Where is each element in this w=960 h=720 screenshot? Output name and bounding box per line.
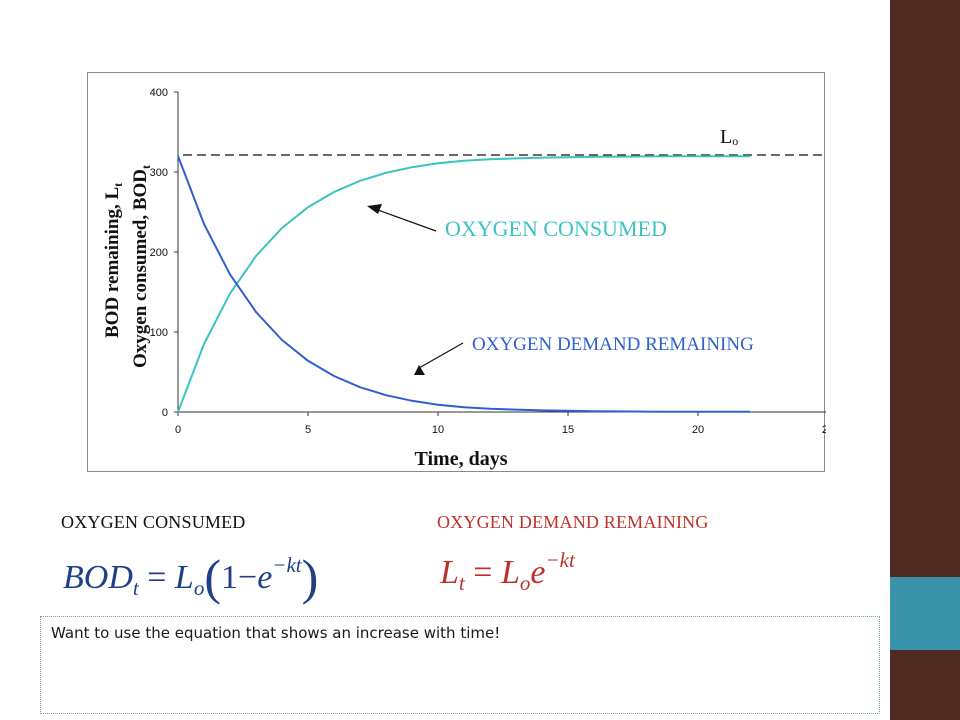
y-tick-label: 300 xyxy=(150,167,168,179)
y-tick-label: 0 xyxy=(162,407,168,419)
arrow-consumed-head xyxy=(367,204,382,214)
lt-eq-L: L xyxy=(500,554,520,591)
chart-ticks: 0 5 10 15 20 25 0 100 200 300 400 xyxy=(150,87,826,436)
bod-equation: BODt = Lo(1−e−kt) xyxy=(63,548,318,606)
lt-eq-exponent: −kt xyxy=(545,548,575,572)
bod-eq-open-paren: ( xyxy=(204,549,221,605)
bod-eq-e: e xyxy=(257,559,273,596)
lt-eq-lhs-sub: t xyxy=(458,571,465,595)
lo-label-main: L xyxy=(720,126,732,148)
x-tick-label: 25 xyxy=(822,424,826,436)
oxygen-demand-remaining-line xyxy=(177,155,750,413)
oxygen-consumed-line xyxy=(177,155,750,413)
x-tick-label: 20 xyxy=(692,424,704,436)
y-axis-label-1-main: BOD remaining, L xyxy=(102,187,123,338)
bod-chart: 0 5 10 15 20 25 0 100 200 300 400 Lo OXYGEN CONSUM… xyxy=(102,87,826,470)
y-tick-label: 200 xyxy=(150,247,168,259)
y-tick-label: 100 xyxy=(150,327,168,339)
arrow-consumed-shaft xyxy=(377,209,437,232)
arrow-remaining-shaft xyxy=(418,342,464,369)
arrow-remaining-head xyxy=(414,365,425,375)
lo-label-sub: o xyxy=(732,134,738,148)
bod-eq-close-paren: ) xyxy=(301,549,319,605)
x-tick-label: 5 xyxy=(305,424,311,436)
note-text: Want to use the equation that shows an i… xyxy=(51,624,501,642)
chart-frame: 0 5 10 15 20 25 0 100 200 300 400 Lo OXYGEN CONSUM… xyxy=(87,72,826,472)
note-text-box[interactable]: Want to use the equation that shows an i… xyxy=(40,616,880,714)
x-tick-label: 10 xyxy=(432,424,444,436)
y-tick-label: 400 xyxy=(150,87,168,99)
oxygen-consumed-heading: OXYGEN CONSUMED xyxy=(61,512,246,532)
oxygen-demand-remaining-heading: OXYGEN DEMAND REMAINING xyxy=(437,512,709,532)
bod-eq-L: L xyxy=(174,559,194,596)
lt-eq-L-sub: o xyxy=(519,571,531,595)
annotation-oxygen-consumed: OXYGEN CONSUMED xyxy=(445,216,667,241)
x-tick-label: 15 xyxy=(562,424,574,436)
lt-eq-equals: = xyxy=(473,554,493,591)
lt-equation: Lt = Loe−kt xyxy=(440,548,575,596)
y-axis-label-oxygen-consumed: Oxygen consumed, BODt xyxy=(130,165,153,368)
right-sidebar-accent xyxy=(890,577,960,650)
x-axis-label: Time, days xyxy=(415,448,508,470)
y-axis-label-2-sub: t xyxy=(139,165,153,169)
bod-eq-lhs: BOD xyxy=(63,559,133,596)
annotation-oxygen-demand-remaining: OXYGEN DEMAND REMAINING xyxy=(472,334,754,355)
lo-label: Lo xyxy=(720,126,738,148)
lt-eq-e: e xyxy=(530,554,546,591)
bod-eq-L-sub: o xyxy=(193,576,205,600)
lt-eq-lhs: L xyxy=(440,554,459,591)
bod-eq-exponent: −kt xyxy=(272,553,302,577)
bod-eq-lhs-sub: t xyxy=(132,576,139,600)
chart-series xyxy=(177,155,750,413)
y-axis-label-bod-remaining: BOD remaining, Lt xyxy=(102,183,125,338)
bod-eq-one: 1 xyxy=(221,559,238,596)
bod-eq-minus: − xyxy=(238,559,258,596)
y-axis-label-1-sub: t xyxy=(111,183,125,187)
y-axis-label-2-main: Oxygen consumed, BOD xyxy=(130,169,151,368)
bod-eq-equals: = xyxy=(147,559,167,596)
chart-annotations: OXYGEN CONSUMED OXYGEN DEMAND REMAINING xyxy=(367,204,754,375)
x-tick-label: 0 xyxy=(175,424,181,436)
